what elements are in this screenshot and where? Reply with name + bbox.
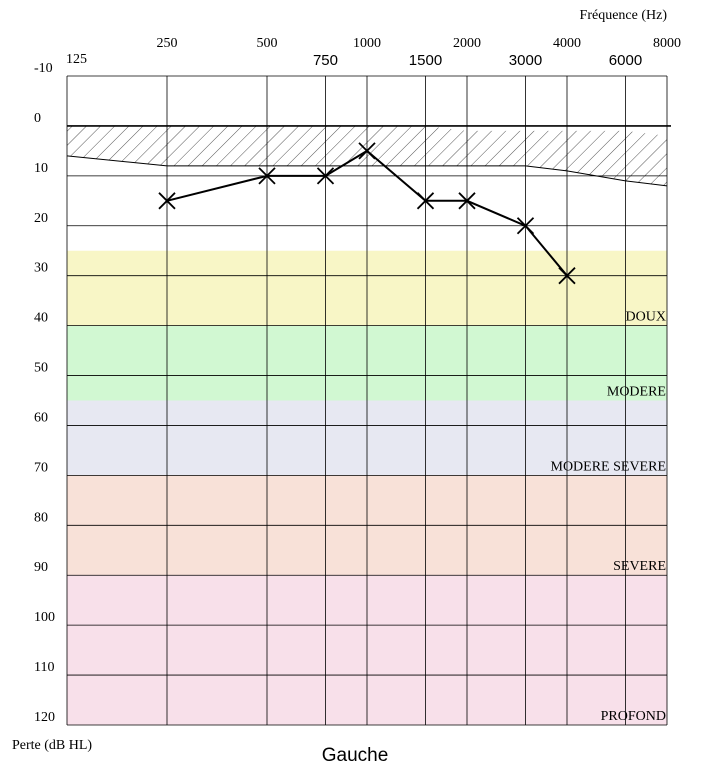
x-tick-label-upper: 500 (257, 36, 278, 51)
grid (66, 75, 671, 726)
y-tick-label: 10 (34, 161, 48, 176)
x-tick-label-upper: 4000 (553, 36, 581, 51)
data-point-marker (358, 142, 376, 160)
y-tick-label: 100 (34, 610, 55, 625)
x-tick-label-lower: 750 (313, 52, 338, 69)
y-tick-label: 110 (34, 660, 54, 675)
x-tick-label-upper: 1000 (353, 36, 381, 51)
y-tick-label: 20 (34, 211, 48, 226)
x-axis-title: Fréquence (Hz) (580, 8, 668, 23)
data-point-marker (558, 267, 576, 285)
x-tick-label-lower: 3000 (509, 52, 542, 69)
x-tick-label-lower: 1500 (409, 52, 442, 69)
zone-label: MODERE SEVERE (551, 459, 667, 474)
x-tick-label-upper: 2000 (453, 36, 481, 51)
zone-label: SEVERE (613, 559, 666, 574)
y-tick-label: 30 (34, 261, 48, 276)
y-tick-label: 60 (34, 410, 48, 425)
y-tick-label: 70 (34, 460, 48, 475)
data-point-marker (416, 192, 435, 210)
y-tick-label: 50 (34, 361, 48, 376)
zone-label: MODERE (607, 385, 666, 400)
y-tick-label: 90 (34, 560, 48, 575)
data-point-marker (316, 167, 335, 185)
x-tick-label-upper: 250 (157, 36, 178, 51)
series-line (166, 149, 568, 277)
y-axis-title: Perte (dB HL) (12, 738, 92, 753)
data-point-marker (458, 192, 476, 210)
zone-label: PROFOND (601, 709, 666, 724)
y-tick-label: 40 (34, 311, 48, 326)
data-point-marker (258, 167, 276, 185)
zone-labels: DOUX MODERE MODERE SEVERE SEVERE PROFOND (551, 310, 667, 724)
x-tick-label-upper: 125 (66, 52, 87, 67)
chart-title: Gauche (322, 745, 389, 766)
data-point-marker (158, 192, 176, 210)
axis-tick-labels: -10 0 10 20 30 40 50 60 70 80 90 100 110 120 125 250 500… (34, 36, 681, 725)
zone-label: DOUX (626, 310, 666, 325)
y-tick-label: 80 (34, 510, 48, 525)
y-tick-label: 120 (34, 710, 55, 725)
y-tick-label: -10 (34, 61, 53, 76)
x-tick-label-lower: 6000 (609, 52, 642, 69)
series (158, 142, 576, 285)
y-tick-label: 0 (34, 111, 41, 126)
x-tick-label-upper: 8000 (653, 36, 681, 51)
data-point-marker (516, 217, 535, 235)
